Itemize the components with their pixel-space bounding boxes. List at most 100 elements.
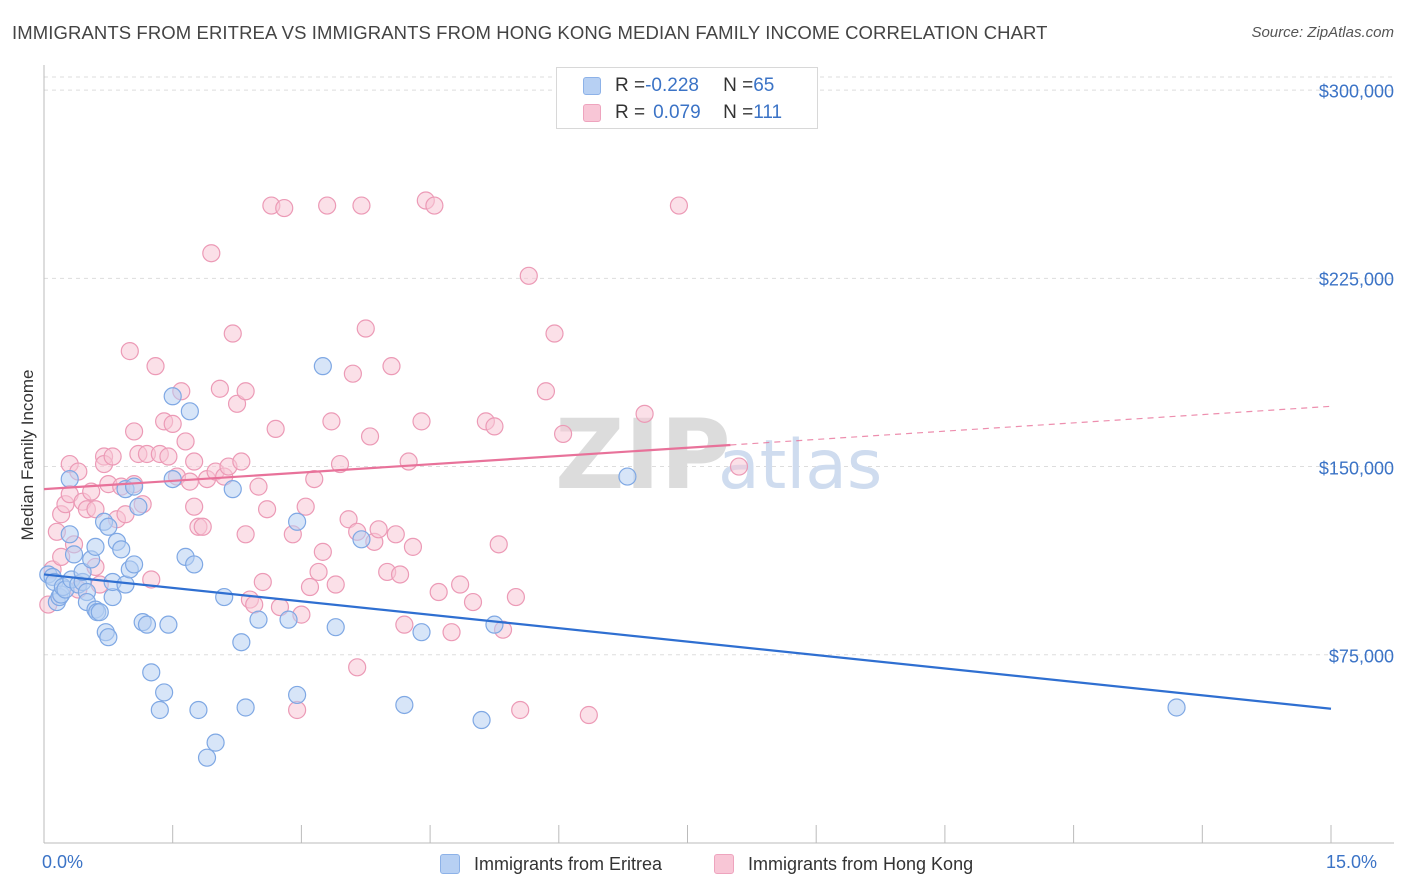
data-point-hong-kong <box>120 342 139 361</box>
data-point-eritrea <box>163 469 182 489</box>
data-point-eritrea <box>112 540 131 559</box>
data-point-eritrea <box>232 633 251 652</box>
data-point-eritrea <box>180 402 199 421</box>
legend-item-eritrea[interactable]: Immigrants from Eritrea <box>440 852 662 876</box>
data-point-hong-kong <box>352 196 371 215</box>
data-point-eritrea <box>206 733 225 752</box>
data-point-hong-kong <box>236 525 255 544</box>
data-point-hong-kong <box>348 658 367 677</box>
data-point-eritrea <box>618 467 637 486</box>
stats-legend: R = -0.228 N = 65 R = 0.079 N = 111 <box>556 67 818 129</box>
trend-lines <box>43 405 1332 710</box>
legend-item-hong-kong[interactable]: Immigrants from Hong Kong <box>714 852 973 876</box>
data-point-hong-kong <box>360 427 380 446</box>
data-point-hong-kong <box>635 404 654 423</box>
data-point-hong-kong <box>309 562 328 582</box>
hong-kong-swatch <box>583 104 601 122</box>
data-point-hong-kong <box>232 452 251 471</box>
r-label: R = <box>615 102 646 123</box>
data-point-hong-kong <box>266 419 285 439</box>
data-point-hong-kong <box>288 700 307 720</box>
data-point-hong-kong <box>412 412 431 431</box>
data-point-hong-kong <box>425 196 444 215</box>
data-point-eritrea <box>279 610 298 629</box>
r-value: 0.079 <box>653 102 701 123</box>
data-point-eritrea <box>223 480 242 499</box>
data-point-hong-kong <box>485 417 504 436</box>
data-point-hong-kong <box>536 382 556 401</box>
data-point-eritrea <box>60 525 79 544</box>
data-point-hong-kong <box>343 364 362 383</box>
data-point-hong-kong <box>185 497 204 516</box>
data-point-hong-kong <box>729 457 749 476</box>
data-point-eritrea <box>99 517 118 536</box>
data-point-eritrea <box>395 695 414 715</box>
data-point-hong-kong <box>369 520 388 539</box>
data-point-eritrea <box>137 615 157 634</box>
data-point-hong-kong <box>275 198 294 218</box>
data-point-hong-kong <box>223 324 242 343</box>
data-point-hong-kong <box>553 424 573 444</box>
r-value: -0.228 <box>645 75 699 96</box>
n-label: N = <box>723 75 754 96</box>
data-point-hong-kong <box>330 454 350 474</box>
hong-kong-swatch <box>714 854 734 874</box>
data-point-hong-kong <box>579 705 598 725</box>
data-point-hong-kong <box>489 535 508 554</box>
data-point-hong-kong <box>176 432 195 451</box>
data-point-eritrea <box>288 512 307 531</box>
data-point-hong-kong <box>511 700 530 720</box>
eritrea-swatch <box>583 77 601 95</box>
data-point-hong-kong <box>429 582 448 602</box>
data-point-eritrea <box>124 555 144 574</box>
data-point-hong-kong <box>442 623 461 642</box>
data-point-hong-kong <box>305 469 324 489</box>
data-point-hong-kong <box>236 382 255 401</box>
n-value: 111 <box>753 102 783 123</box>
data-point-hong-kong <box>313 542 332 561</box>
data-point-hong-kong <box>318 196 337 215</box>
legend-label: Immigrants from Hong Kong <box>748 853 974 874</box>
data-point-hong-kong <box>519 266 538 285</box>
y-axis-label: Median Family Income <box>18 369 37 541</box>
data-point-eritrea <box>142 663 161 682</box>
data-point-eritrea <box>99 628 118 647</box>
data-point-eritrea <box>90 603 109 622</box>
data-point-eritrea <box>103 587 122 607</box>
data-point-eritrea <box>155 683 174 702</box>
data-point-hong-kong <box>296 497 315 516</box>
y-tick-label: $300,000 <box>1318 81 1394 102</box>
data-point-eritrea <box>129 497 148 516</box>
data-point-hong-kong <box>185 452 204 471</box>
data-point-hong-kong <box>339 510 358 529</box>
data-point-hong-kong <box>382 357 401 376</box>
data-point-hong-kong <box>669 196 689 215</box>
data-point-eritrea <box>1167 698 1186 717</box>
eritrea-swatch <box>440 854 460 874</box>
data-point-hong-kong <box>193 517 212 536</box>
data-point-hong-kong <box>210 379 229 398</box>
data-point-eritrea <box>86 537 105 556</box>
data-point-hong-kong <box>227 394 247 413</box>
stats-row-eritrea: R = -0.228 N = 65 <box>583 73 774 99</box>
data-point-hong-kong <box>245 595 264 614</box>
data-point-eritrea <box>288 685 307 705</box>
r-label: R = <box>615 75 646 96</box>
data-point-hong-kong <box>403 537 423 556</box>
data-point-hong-kong <box>180 472 199 491</box>
x-tick-label-min: 0.0% <box>42 852 84 872</box>
y-tick-label: $225,000 <box>1318 269 1394 290</box>
trend-line-hong-kong-extension <box>730 405 1332 446</box>
data-point-hong-kong <box>146 357 165 376</box>
data-point-hong-kong <box>451 575 470 594</box>
data-point-hong-kong <box>356 319 375 338</box>
data-point-eritrea <box>159 615 178 634</box>
trend-line-eritrea <box>43 573 1332 710</box>
data-point-eritrea <box>64 545 84 564</box>
data-point-hong-kong <box>253 572 272 592</box>
data-point-hong-kong <box>142 570 161 589</box>
data-point-eritrea <box>150 700 169 720</box>
data-point-hong-kong <box>163 414 182 433</box>
legend-label: Immigrants from Eritrea <box>474 853 663 874</box>
